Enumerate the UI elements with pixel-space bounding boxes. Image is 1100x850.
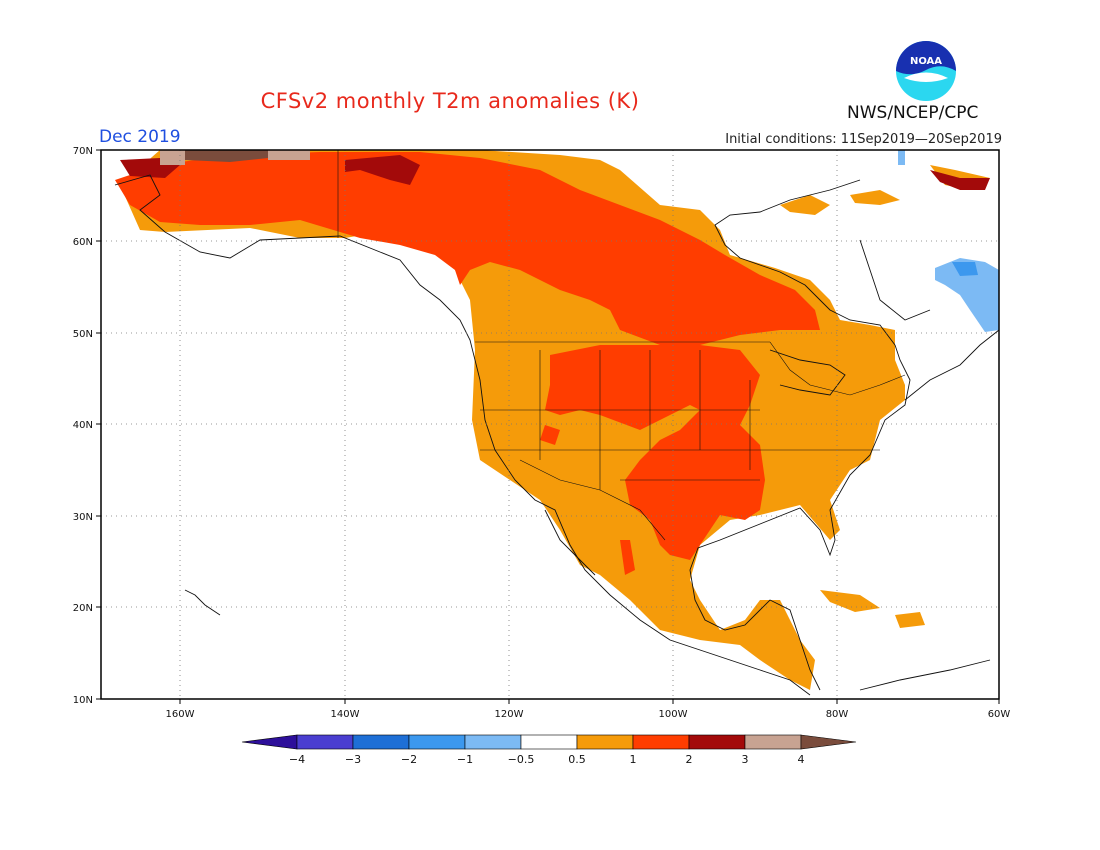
lat-label: 20N [73, 603, 93, 614]
anomaly-area-tan-arctic [160, 150, 310, 165]
colorbar-segment [464, 734, 522, 750]
coastlines [114, 174, 999, 696]
anomaly-area-red-north [115, 152, 820, 345]
colorbar-segment [632, 734, 690, 750]
colorbar-segment [408, 734, 466, 750]
lon-label: 80W [826, 709, 849, 720]
colorbar-segment [688, 734, 746, 750]
colorbar-label: 0.5 [568, 753, 586, 766]
colorbar-segment [744, 734, 802, 750]
lat-label: 70N [73, 146, 93, 157]
lon-label: 60W [988, 709, 1011, 720]
logo-text: NOAA [910, 56, 942, 67]
colorbar-label: −1 [457, 753, 473, 766]
lon-label: 100W [659, 709, 688, 720]
lat-label: 40N [73, 420, 93, 431]
colorbar-label: 1 [630, 753, 637, 766]
forecast-month-label: Dec 2019 [99, 127, 181, 147]
anomaly-area-red-mexico [540, 425, 635, 575]
anomaly-fields [101, 150, 999, 699]
lat-label: 50N [73, 329, 93, 340]
colorbar-label: −4 [289, 753, 305, 766]
agency-label: NWS/NCEP/CPC [847, 103, 979, 123]
lat-label: 30N [73, 512, 93, 523]
colorbar-segment [576, 734, 634, 750]
anomaly-area-brown-arctic [185, 150, 268, 162]
colorbar-label: 2 [686, 753, 693, 766]
colorbar-segment [352, 734, 410, 750]
colorbar-min-arrow [241, 734, 298, 750]
initial-conditions-label: Initial conditions: 11Sep2019—20Sep2019 [725, 132, 1002, 147]
colorbar-label: 4 [798, 753, 805, 766]
lon-label: 160W [166, 709, 195, 720]
lon-label: 120W [495, 709, 524, 720]
latitude-axis: 70N 60N 50N 40N 30N 20N 10N [73, 146, 101, 706]
lon-label: 140W [331, 709, 360, 720]
anomaly-area-blue-labrador [898, 150, 999, 332]
map-title: CFSv2 monthly T2m anomalies (K) [260, 89, 640, 113]
colorbar-label: −2 [401, 753, 417, 766]
colorbar-legend: −4 −3 −2 −1 −0.5 0.5 1 2 3 4 [241, 734, 857, 766]
colorbar-segment [296, 734, 354, 750]
political-borders [337, 150, 906, 541]
anomaly-area-orange-caribbean [820, 590, 925, 628]
lat-label: 10N [73, 695, 93, 706]
anomaly-area-orange-east-arctic [780, 165, 990, 215]
colorbar-max-arrow [800, 734, 857, 750]
colorbar-label: −3 [345, 753, 361, 766]
lat-label: 60N [73, 237, 93, 248]
noaa-logo-icon: NOAA [896, 41, 956, 101]
colorbar-label: 3 [742, 753, 749, 766]
anomaly-area-midblue-labrador [952, 262, 978, 276]
longitude-axis: 160W 140W 120W 100W 80W 60W [166, 699, 1011, 720]
colorbar-label: −0.5 [508, 753, 535, 766]
colorbar-segment [520, 734, 578, 750]
